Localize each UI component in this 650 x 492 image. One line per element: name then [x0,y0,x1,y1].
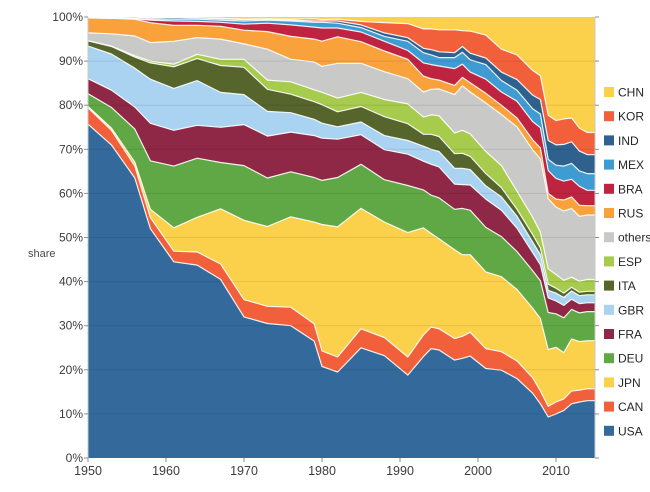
x-tick-label-2000: 2000 [464,464,492,478]
area-ESP [88,40,595,294]
area-IND [88,17,595,174]
legend-label-CHN: CHN [618,86,644,100]
legend-swatch-CHN [604,87,614,97]
legend-label-BRA: BRA [618,182,643,196]
legend-item-others: others [604,231,650,245]
legend-swatch-MEX [604,159,614,170]
area-FRA [88,78,595,318]
area-USA [88,124,595,458]
y-tick-label-90: 90% [59,54,83,68]
y-tick-label-20: 20% [59,363,83,377]
area-MEX [88,17,595,191]
y-tick-label-0: 0% [66,451,84,465]
area-others [88,32,595,282]
legend-item-CAN: CAN [604,400,643,414]
y-tick-label-70: 70% [59,142,83,156]
y-tick-label-100: 100% [52,10,83,24]
legend-label-RUS: RUS [618,207,643,221]
legend-label-FRA: FRA [618,328,642,342]
legend-item-RUS: RUS [604,207,643,221]
legend-swatch-GBR [604,304,614,315]
legend-item-USA: USA [604,424,643,438]
legend-item-MEX: MEX [604,158,644,172]
legend-swatch-CAN [604,401,614,412]
legend-swatch-RUS [604,208,614,218]
area-CAN [88,107,595,418]
area-JPN [88,106,595,407]
legend-label-CAN: CAN [618,400,643,414]
y-tick-label-50: 50% [59,231,83,245]
separators-layer [87,16,595,418]
legend-swatch-IND [604,135,614,146]
y-tick-label-60: 60% [59,186,83,200]
legend-item-JPN: JPN [604,376,641,390]
y-tick-label-80: 80% [59,98,83,112]
legend-swatch-BRA [604,183,614,194]
x-tick-label-1970: 1970 [230,464,258,478]
legend-swatch-KOR [604,111,614,122]
legend-label-GBR: GBR [618,303,644,317]
legend-item-KOR: KOR [604,110,644,124]
y-tick-label-30: 30% [59,319,83,333]
legend-item-GBR: GBR [604,303,644,317]
legend-item-FRA: FRA [604,328,642,342]
y-axis-title: share [28,248,56,260]
gridlines-layer [88,60,595,415]
legend-label-ITA: ITA [618,279,636,293]
area-CHN [88,17,595,133]
legend-label-DEU: DEU [618,352,643,366]
legend-swatch-JPN [604,377,614,388]
legend-swatch-others [604,232,614,243]
axes-layer [84,16,599,462]
legend-label-ESP: ESP [618,255,642,269]
area-RUS [88,17,595,217]
x-tick-label-1990: 1990 [386,464,414,478]
legend-swatch-DEU [604,353,614,364]
area-GBR [88,46,595,306]
legend-label-USA: USA [618,424,643,438]
legend-swatch-USA [604,425,614,436]
legend-swatch-FRA [604,329,614,339]
legend-item-ITA: ITA [604,279,636,293]
legend: CHN KOR IND MEX BRA RUS others ESP ITA GBR FRA DEU J… [604,86,650,438]
x-tick-label-2010: 2010 [542,464,570,478]
legend-swatch-ITA [604,280,614,291]
legend-swatch-ESP [604,256,614,267]
y-tick-label-10: 10% [59,407,83,421]
legend-item-IND: IND [604,134,639,148]
legend-label-JPN: JPN [618,376,641,390]
legend-label-IND: IND [618,134,639,148]
legend-item-BRA: BRA [604,182,643,196]
legend-label-others: others [618,231,650,245]
legend-label-MEX: MEX [618,158,644,172]
legend-label-KOR: KOR [618,110,644,124]
legend-item-ESP: ESP [604,255,642,269]
x-tick-label-1960: 1960 [152,464,180,478]
y-tick-label-40: 40% [59,275,83,289]
x-tick-label-1950: 1950 [74,464,102,478]
axis-labels-layer: 0% 10% 20% 30% 40% 50% 60% 70% 80% 90% 100% 1950 196… [52,10,570,478]
legend-item-DEU: DEU [604,352,643,366]
x-tick-label-1980: 1980 [308,464,336,478]
legend-item-CHN: CHN [604,86,644,100]
